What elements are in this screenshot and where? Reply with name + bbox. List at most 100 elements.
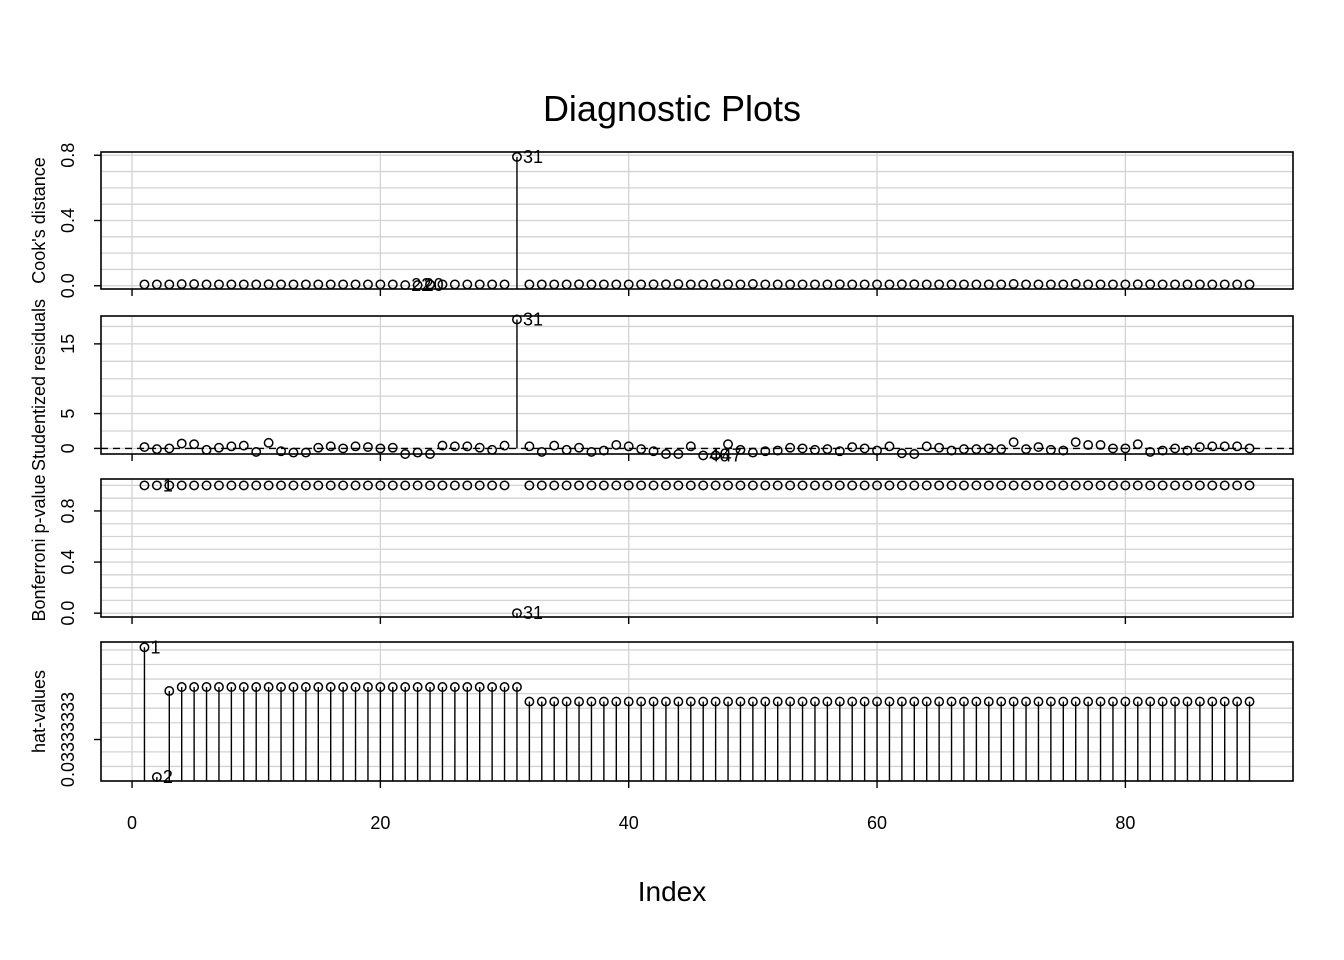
data-point (363, 279, 373, 290)
data-point (847, 480, 858, 491)
data-point (1244, 696, 1255, 707)
data-point (214, 682, 224, 692)
data-point (574, 696, 584, 707)
data-point (561, 279, 572, 290)
data-point (847, 696, 858, 707)
x-tick-label: 40 (619, 813, 639, 833)
data-point (710, 696, 721, 707)
panel-3: 31 1 0.0 0.4 0.8 Bonferroni p-value (29, 474, 1294, 626)
data-point (549, 480, 560, 491)
data-point (338, 682, 349, 692)
data-point (772, 480, 783, 491)
panel-frame (100, 315, 1294, 455)
point-label: 20 (424, 275, 444, 295)
data-point (1070, 278, 1081, 289)
data-point (164, 480, 175, 491)
data-point (810, 696, 820, 707)
data-point (1058, 696, 1069, 707)
point-label: 2 (163, 767, 173, 787)
data-point (810, 279, 820, 290)
data-point (350, 682, 361, 692)
data-point (561, 444, 572, 455)
data-point (971, 279, 982, 290)
data-point (487, 444, 498, 455)
data-point (1120, 443, 1131, 454)
data-point (859, 279, 870, 290)
data-point (735, 696, 746, 707)
data-point (822, 279, 833, 290)
data-point (1194, 696, 1205, 707)
data-point (797, 480, 808, 491)
y-axis-label: Cook's distance (29, 157, 49, 284)
data-point (884, 480, 895, 491)
data-point (785, 279, 796, 290)
data-point (611, 279, 622, 290)
data-point (350, 279, 361, 290)
data-point (685, 696, 696, 707)
data-point (884, 279, 895, 290)
data-point (859, 443, 870, 454)
data-point (1232, 480, 1243, 491)
y-tick-label: 0.4 (58, 550, 78, 575)
data-point (449, 441, 460, 452)
data-point (1207, 696, 1218, 707)
data-point (1021, 696, 1031, 707)
data-point (1157, 696, 1168, 707)
data-point (524, 696, 535, 707)
data-point (139, 642, 150, 653)
panel-frame (100, 641, 1294, 782)
data-point (1033, 480, 1044, 491)
data-point (698, 480, 709, 491)
panel-4: 1 2 0.03333333 hat-values (29, 637, 1294, 788)
data-point (226, 682, 237, 692)
data-point (1194, 442, 1205, 452)
data-point (1070, 696, 1081, 707)
data-point (1157, 279, 1168, 290)
data-point (387, 682, 398, 692)
data-point (834, 279, 845, 290)
data-point (934, 279, 945, 290)
data-point (300, 480, 311, 491)
data-point (834, 480, 845, 491)
data-point (251, 480, 262, 491)
data-point (623, 696, 634, 707)
data-point (449, 480, 460, 491)
data-point (983, 480, 994, 491)
data-point (1145, 279, 1156, 290)
y-axis-label: Studentized residuals (29, 299, 49, 471)
data-point (1083, 480, 1094, 491)
data-point (400, 480, 411, 491)
y-tick-label: 0.4 (58, 208, 78, 233)
data-point (1120, 480, 1131, 491)
data-point (723, 439, 733, 450)
data-point (611, 696, 622, 707)
data-point (487, 480, 498, 491)
data-point (338, 480, 349, 491)
data-point (1108, 443, 1118, 454)
chart-title: Diagnostic Plots (542, 88, 802, 129)
data-point (276, 480, 286, 491)
point-label: 46 (709, 445, 729, 465)
data-point (201, 682, 212, 692)
data-point (201, 279, 212, 290)
data-point (822, 480, 833, 491)
data-point (1045, 444, 1056, 455)
data-point (288, 480, 299, 491)
data-point (648, 279, 659, 290)
data-point (412, 480, 423, 491)
data-point (1244, 480, 1255, 491)
data-point (325, 682, 336, 692)
data-point (474, 279, 485, 290)
data-point (251, 682, 262, 692)
data-point (238, 682, 249, 692)
data-point (586, 279, 597, 290)
data-point (561, 480, 572, 491)
data-point (611, 480, 622, 491)
data-point (822, 696, 833, 707)
data-point (363, 442, 373, 452)
data-point (1244, 443, 1255, 454)
data-point (1219, 696, 1230, 707)
data-point (425, 480, 435, 491)
